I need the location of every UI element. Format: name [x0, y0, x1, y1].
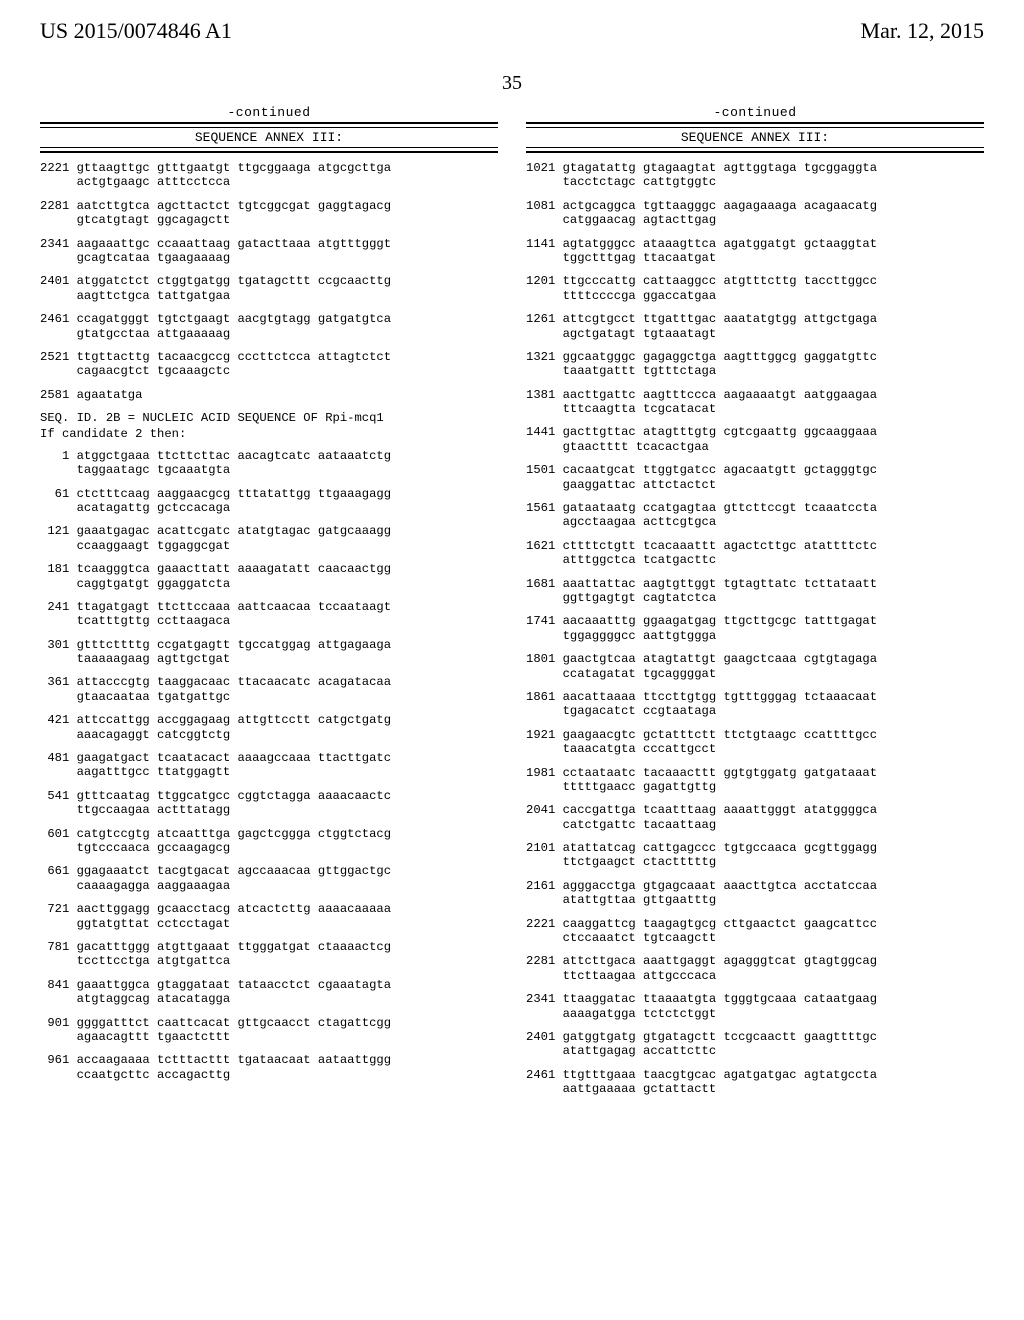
annex-label-right: SEQUENCE ANNEX III: [526, 127, 984, 148]
sequence-block: 1981 cctaataatc tacaaacttt ggtgtggatg ga… [526, 766, 984, 795]
sequence-block: 2101 atattatcag cattgagccc tgtgccaaca gc… [526, 841, 984, 870]
sequence-block: 541 gtttcaatag ttggcatgcc cggtctagga aaa… [40, 789, 498, 818]
sequence-block: 1861 aacattaaaa ttccttgtgg tgtttgggag tc… [526, 690, 984, 719]
sequence-block: 2341 aagaaattgc ccaaattaag gatacttaaa at… [40, 237, 498, 266]
sequence-block: 2221 caaggattcg taagagtgcg cttgaactct ga… [526, 917, 984, 946]
sequence-block: 2461 ttgtttgaaa taacgtgcac agatgatgac ag… [526, 1068, 984, 1097]
seq-header-1: SEQ. ID. 2B = NUCLEIC ACID SEQUENCE OF R… [40, 411, 498, 427]
continued-label-right: -continued [526, 105, 984, 120]
sequence-block: 2221 gttaagttgc gtttgaatgt ttgcggaaga at… [40, 161, 498, 190]
sequence-block: 781 gacatttggg atgttgaaat ttgggatgat cta… [40, 940, 498, 969]
annex-bar-left: SEQUENCE ANNEX III: [40, 122, 498, 153]
sequence-block: 2041 caccgattga tcaatttaag aaaattgggt at… [526, 803, 984, 832]
sequence-block: 361 attacccgtg taaggacaac ttacaacatc aca… [40, 675, 498, 704]
sequence-block: 2521 ttgttacttg tacaacgccg cccttctcca at… [40, 350, 498, 379]
sequence-block: 421 attccattgg accggagaag attgttcctt cat… [40, 713, 498, 742]
sequence-block: 901 ggggatttct caattcacat gttgcaacct cta… [40, 1016, 498, 1045]
sequence-block: 961 accaagaaaa tctttacttt tgataacaat aat… [40, 1053, 498, 1082]
sequence-block: 721 aacttggagg gcaacctacg atcactcttg aaa… [40, 902, 498, 931]
sequence-block: 1681 aaattattac aagtgttggt tgtagttatc tc… [526, 577, 984, 606]
sequence-block: 1 atggctgaaa ttcttcttac aacagtcatc aataa… [40, 449, 498, 478]
left-column: -continued SEQUENCE ANNEX III: 2221 gtta… [40, 105, 498, 1106]
left-post-blocks: 1 atggctgaaa ttcttcttac aacagtcatc aataa… [40, 449, 498, 1082]
publication-date: Mar. 12, 2015 [861, 18, 984, 44]
continued-label-left: -continued [40, 105, 498, 120]
sequence-block: 61 ctctttcaag aaggaacgcg tttatattgg ttga… [40, 487, 498, 516]
sequence-block: 1561 gataataatg ccatgagtaa gttcttccgt tc… [526, 501, 984, 530]
sequence-block: 301 gtttcttttg ccgatgagtt tgccatggag att… [40, 638, 498, 667]
sequence-block: 1081 actgcaggca tgttaagggc aagagaaaga ac… [526, 199, 984, 228]
sequence-block: 181 tcaagggtca gaaacttatt aaaagatatt caa… [40, 562, 498, 591]
sequence-block: 2401 atggatctct ctggtgatgg tgatagcttt cc… [40, 274, 498, 303]
sequence-block: 1741 aacaaatttg ggaagatgag ttgcttgcgc ta… [526, 614, 984, 643]
sequence-block: 1321 ggcaatgggc gagaggctga aagtttggcg ga… [526, 350, 984, 379]
right-blocks: 1021 gtagatattg gtagaagtat agttggtaga tg… [526, 161, 984, 1097]
sequence-block: 1801 gaactgtcaa atagtattgt gaagctcaaa cg… [526, 652, 984, 681]
sequence-block: 2581 agaatatga [40, 388, 498, 402]
sequence-block: 2281 attcttgaca aaattgaggt agagggtcat gt… [526, 954, 984, 983]
sequence-block: 2341 ttaaggatac ttaaaatgta tgggtgcaaa ca… [526, 992, 984, 1021]
sequence-block: 2461 ccagatgggt tgtctgaagt aacgtgtagg ga… [40, 312, 498, 341]
sequence-block: 481 gaagatgact tcaatacact aaaagccaaa tta… [40, 751, 498, 780]
sequence-block: 2281 aatcttgtca agcttactct tgtcggcgat ga… [40, 199, 498, 228]
annex-bar-right: SEQUENCE ANNEX III: [526, 122, 984, 153]
seq-header-2: If candidate 2 then: [40, 427, 498, 443]
left-pre-blocks: 2221 gttaagttgc gtttgaatgt ttgcggaaga at… [40, 161, 498, 402]
right-column: -continued SEQUENCE ANNEX III: 1021 gtag… [526, 105, 984, 1106]
sequence-block: 1441 gacttgttac atagtttgtg cgtcgaattg gg… [526, 425, 984, 454]
annex-label-left: SEQUENCE ANNEX III: [40, 127, 498, 148]
sequence-block: 601 catgtccgtg atcaatttga gagctcggga ctg… [40, 827, 498, 856]
page-header: US 2015/0074846 A1 Mar. 12, 2015 [40, 0, 984, 44]
patent-number: US 2015/0074846 A1 [40, 18, 232, 44]
sequence-block: 2401 gatggtgatg gtgatagctt tccgcaactt ga… [526, 1030, 984, 1059]
sequence-block: 841 gaaattggca gtaggataat tataacctct cga… [40, 978, 498, 1007]
sequence-block: 661 ggagaaatct tacgtgacat agccaaacaa gtt… [40, 864, 498, 893]
page-number: 35 [40, 72, 984, 95]
sequence-block: 1501 cacaatgcat ttggtgatcc agacaatgtt gc… [526, 463, 984, 492]
sequence-block: 1921 gaagaacgtc gctatttctt ttctgtaagc cc… [526, 728, 984, 757]
sequence-block: 121 gaaatgagac acattcgatc atatgtagac gat… [40, 524, 498, 553]
page: US 2015/0074846 A1 Mar. 12, 2015 35 -con… [0, 0, 1024, 1320]
content-columns: -continued SEQUENCE ANNEX III: 2221 gtta… [40, 105, 984, 1106]
sequence-block: 1381 aacttgattc aagtttccca aagaaaatgt aa… [526, 388, 984, 417]
sequence-block: 241 ttagatgagt ttcttccaaa aattcaacaa tcc… [40, 600, 498, 629]
sequence-block: 1201 ttgcccattg cattaaggcc atgtttcttg ta… [526, 274, 984, 303]
sequence-block: 1621 cttttctgtt tcacaaattt agactcttgc at… [526, 539, 984, 568]
sequence-block: 2161 agggacctga gtgagcaaat aaacttgtca ac… [526, 879, 984, 908]
sequence-block: 1141 agtatgggcc ataaagttca agatggatgt gc… [526, 237, 984, 266]
sequence-block: 1261 attcgtgcct ttgatttgac aaatatgtgg at… [526, 312, 984, 341]
sequence-block: 1021 gtagatattg gtagaagtat agttggtaga tg… [526, 161, 984, 190]
